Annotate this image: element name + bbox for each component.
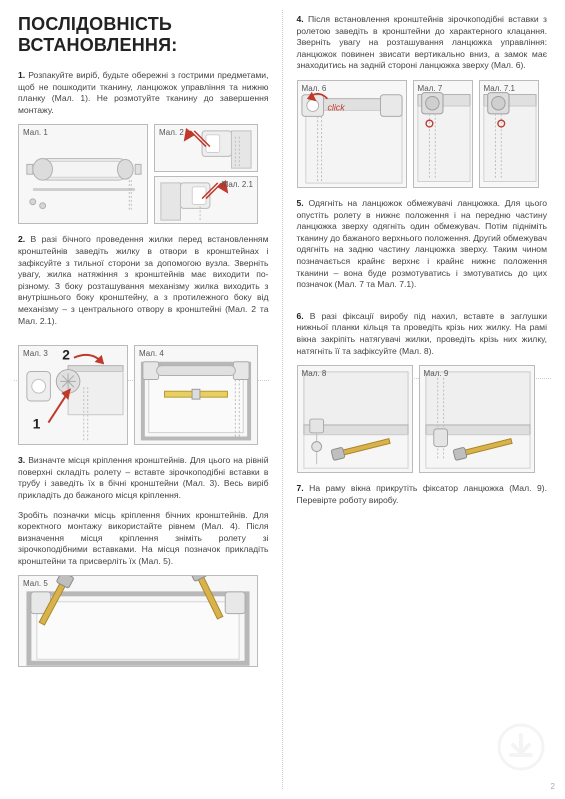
fig-row-5: Мал. 5	[18, 575, 269, 667]
figure-6: Мал. 6 click	[297, 80, 407, 188]
paragraph-6: 6. В разі фіксації виробу під нахил, вст…	[297, 311, 548, 357]
step-text: В разі фіксації виробу під нахил, вставт…	[297, 311, 548, 356]
step-number: 3.	[18, 455, 25, 465]
fig5-illustration	[19, 576, 257, 667]
fig-label: Мал. 4	[139, 349, 164, 358]
page-title: ПОСЛІДОВНІСТЬ ВСТАНОВЛЕННЯ:	[18, 14, 269, 56]
paragraph-1: 1. Розпакуйте виріб, будьте обережні з г…	[18, 70, 269, 116]
watermark-icon	[497, 723, 545, 771]
figure-2-1: Мал. 2.1	[154, 176, 258, 224]
fig-2-stack: Мал. 2 Мал. 2.1	[154, 124, 258, 224]
step-text: Після встановлення кронштейнів зірочкопо…	[297, 14, 548, 70]
page-number: 2	[551, 782, 555, 791]
paragraph-3a: 3. Визначте місця кріплення кронштейнів.…	[18, 455, 269, 501]
fig-label: Мал. 3	[23, 349, 48, 358]
step-number: 2.	[18, 234, 25, 244]
fig9-illustration	[420, 366, 534, 472]
paragraph-5: 5. Одягніть на ланцюжок обмежувачі ланцю…	[297, 198, 548, 291]
step-text: Зробіть позначки місць кріплення бічних …	[18, 510, 269, 566]
fig-row-3-4: Мал. 3 1 2 Мал. 4	[18, 345, 269, 445]
paragraph-3b: Зробіть позначки місць кріплення бічних …	[18, 510, 269, 568]
fig-label: Мал. 1	[23, 128, 48, 137]
step-number: 7.	[297, 483, 304, 493]
step-text: Визначте місця кріплення кронштейнів. Дл…	[18, 455, 269, 500]
fig7-illustration	[414, 81, 472, 185]
step-number: 6.	[297, 311, 304, 321]
step-text: На раму вікна прикрутіть фіксатор ланцюж…	[297, 483, 548, 505]
figure-2: Мал. 2	[154, 124, 258, 172]
fig-row-6-7: Мал. 6 click Мал. 7	[297, 80, 548, 188]
fig-label: Мал. 5	[23, 579, 48, 588]
step-text: Одягніть на ланцюжок обмежувачі ланцюжка…	[297, 198, 548, 289]
step-text: Розпакуйте виріб, будьте обережні з гост…	[18, 70, 269, 115]
step-number: 5.	[297, 198, 304, 208]
fig-label: Мал. 2	[159, 128, 184, 137]
left-column: ПОСЛІДОВНІСТЬ ВСТАНОВЛЕННЯ: 1. Розпакуйт…	[0, 0, 283, 799]
figure-8: Мал. 8	[297, 365, 413, 473]
fig71-illustration	[480, 81, 538, 185]
page: ПОСЛІДОВНІСТЬ ВСТАНОВЛЕННЯ: 1. Розпакуйт…	[0, 0, 565, 799]
fig-label: Мал. 2.1	[222, 180, 253, 189]
step-number: 1.	[18, 70, 25, 80]
step-text: В разі бічного проведення жилки перед вс…	[18, 234, 269, 325]
fig-row-1-2: Мал. 1 Мал. 2	[18, 124, 269, 224]
fig4-illustration	[135, 346, 257, 444]
fig8-illustration	[298, 366, 412, 472]
figure-9: Мал. 9	[419, 365, 535, 473]
fig-label: Мал. 8	[302, 369, 327, 378]
paragraph-4: 4. Після встановлення кронштейнів зірочк…	[297, 14, 548, 72]
figure-7-1: Мал. 7.1	[479, 80, 539, 188]
fig-label: Мал. 6	[302, 84, 327, 93]
step-badge-2: 2	[62, 348, 70, 363]
fig1-illustration	[19, 125, 147, 223]
click-label: click	[327, 102, 345, 112]
paragraph-7: 7. На раму вікна прикрутіть фіксатор лан…	[297, 483, 548, 506]
fig-row-8-9: Мал. 8 Мал. 9	[297, 365, 548, 473]
fig-label: Мал. 9	[424, 369, 449, 378]
fig6-illustration: click	[298, 81, 406, 187]
fig-label: Мал. 7	[418, 84, 443, 93]
figure-1: Мал. 1	[18, 124, 148, 224]
figure-5: Мал. 5	[18, 575, 258, 667]
figure-3: Мал. 3 1 2	[18, 345, 128, 445]
figure-7: Мал. 7	[413, 80, 473, 188]
step-badge-1: 1	[33, 417, 41, 432]
fig-label: Мал. 7.1	[484, 84, 515, 93]
figure-4: Мал. 4	[134, 345, 258, 445]
fig3-illustration: 1 2	[19, 346, 127, 444]
right-column: 4. Після встановлення кронштейнів зірочк…	[283, 0, 565, 799]
step-number: 4.	[297, 14, 304, 24]
paragraph-2: 2. В разі бічного проведення жилки перед…	[18, 234, 269, 327]
